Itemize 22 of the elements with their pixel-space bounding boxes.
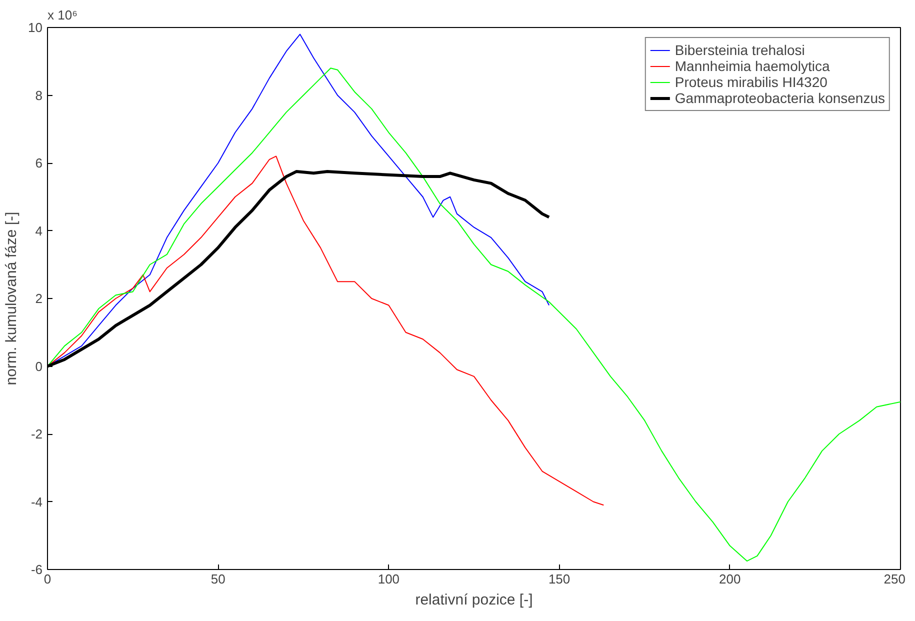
x-tick-label: 100 [378, 572, 400, 586]
x-axis-title: relativní pozice [-] [415, 592, 533, 608]
legend-label: Bibersteinia trehalosi [674, 42, 805, 58]
x-tick-label: 200 [719, 572, 741, 586]
text: x 10⁶ [48, 8, 78, 22]
y-tick-label: 6 [35, 156, 43, 170]
x-tick-label: 250 [884, 572, 906, 586]
y-tick-label: 4 [35, 223, 43, 238]
legend-label: Mannheimia haemolytica [674, 58, 830, 74]
legend-label: Proteus mirabilis HI4320 [674, 74, 828, 90]
y-tick-label: 10 [28, 20, 43, 35]
y-axis-title: norm. kumulovaná fáze [-] [3, 212, 20, 386]
y-tick-label: -6 [30, 562, 43, 577]
legend-label: Gammaproteobacteria konsenzus [674, 90, 885, 106]
y-tick-label: 0 [35, 358, 43, 374]
y-tick-label: 8 [35, 88, 43, 103]
y-tick-label: -2 [30, 426, 43, 442]
x-tick-label: 50 [210, 572, 226, 586]
line-series [48, 156, 604, 506]
y-tick-label: 2 [35, 291, 43, 306]
y-tick-label: -4 [30, 494, 43, 510]
x-tick-label: 150 [548, 572, 570, 586]
